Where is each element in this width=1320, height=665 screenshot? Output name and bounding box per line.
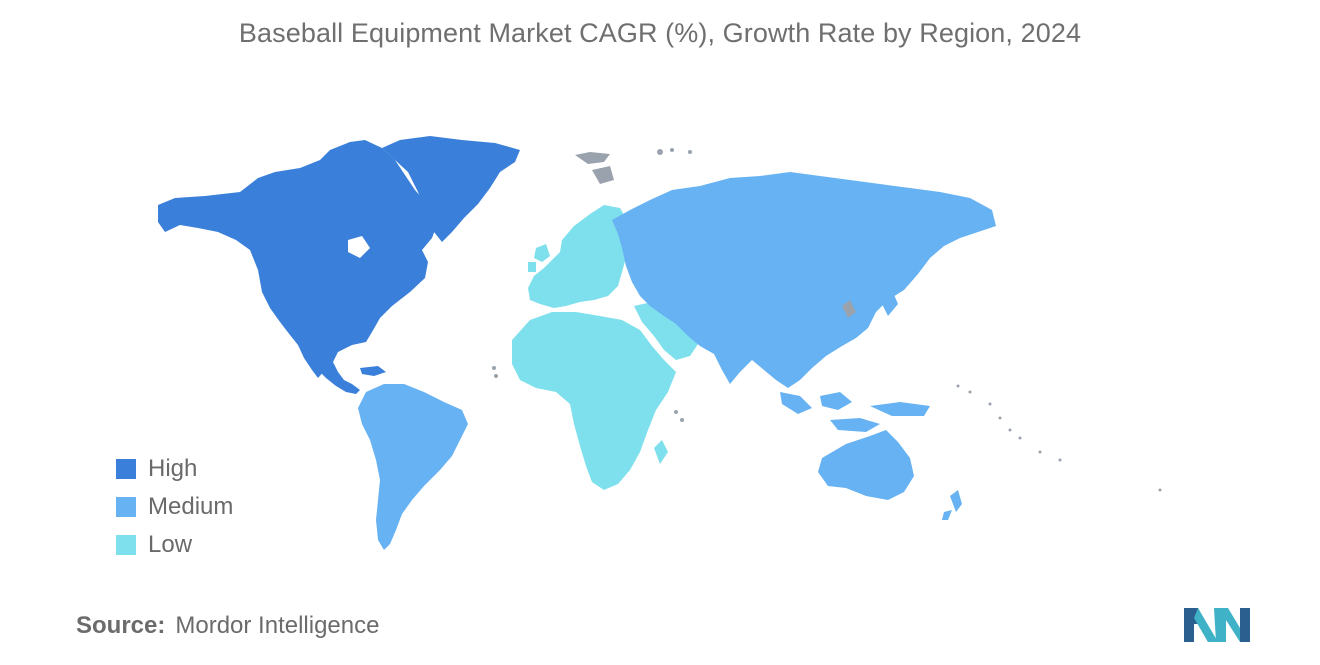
- region-no-data-islands: [492, 148, 1162, 492]
- chart-title: Baseball Equipment Market CAGR (%), Grow…: [238, 18, 1082, 48]
- region-asia-russia: [612, 172, 996, 388]
- legend: High Medium Low: [116, 450, 233, 564]
- region-southeast-asia: [780, 392, 930, 432]
- region-australia: [818, 430, 962, 520]
- region-south-america: [358, 384, 468, 550]
- legend-label-high: High: [148, 455, 198, 482]
- region-middle-east: [634, 302, 698, 360]
- legend-item-high: High: [116, 450, 233, 488]
- source-note: Source: Mordor Intelligence: [76, 612, 379, 640]
- legend-swatch-low: [116, 535, 136, 555]
- region-africa: [512, 312, 676, 490]
- legend-label-medium: Medium: [148, 493, 234, 520]
- legend-item-medium: Medium: [116, 488, 233, 526]
- region-north-america: [158, 140, 438, 394]
- legend-label-low: Low: [148, 531, 193, 558]
- region-europe: [528, 152, 630, 308]
- source-value: Mordor Intelligence: [175, 612, 380, 639]
- legend-swatch-high: [116, 459, 136, 479]
- legend-item-low: Low: [116, 526, 233, 564]
- mordor-intelligence-logo: [1184, 608, 1250, 642]
- legend-swatch-medium: [116, 497, 136, 517]
- region-greenland: [382, 136, 520, 242]
- source-label: Source:: [76, 612, 166, 639]
